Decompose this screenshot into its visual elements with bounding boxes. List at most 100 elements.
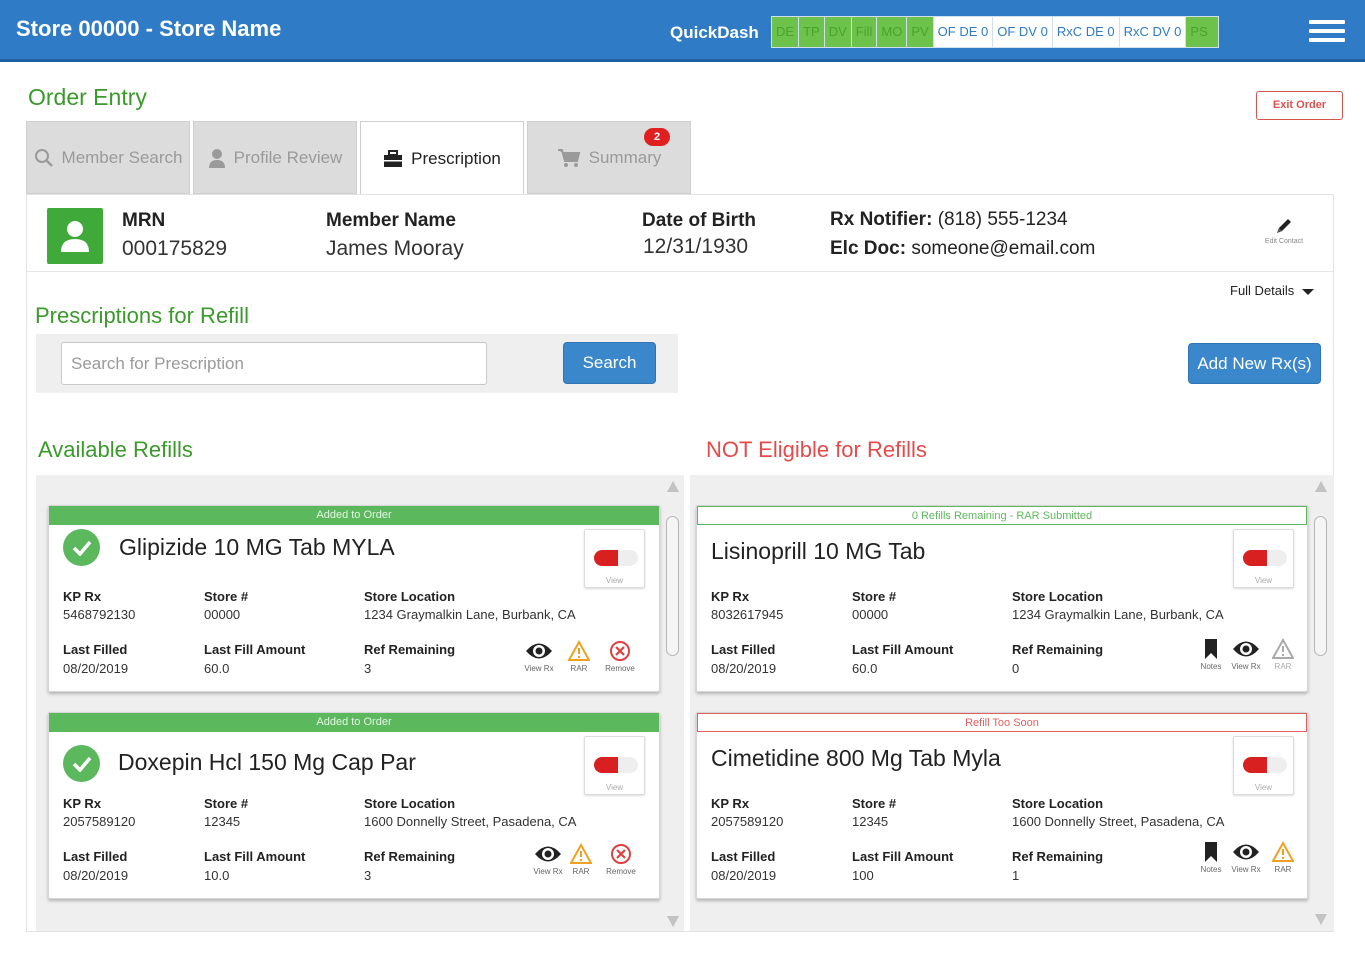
bookmark-icon (1205, 639, 1217, 659)
available-refill-card: Added to Order Glipizide 10 MG Tab MYLA … (48, 505, 660, 692)
view-rx-image-button[interactable]: View (584, 529, 645, 588)
view-rx-button[interactable]: View Rx (1228, 638, 1264, 671)
kp-rx-value: 8032617945 (711, 607, 784, 622)
remove-button[interactable]: Remove (603, 843, 639, 876)
pill-icon (594, 550, 638, 566)
quickdash-cell-fill[interactable]: Fill (851, 17, 878, 47)
rx-notifier: Rx Notifier: (818) 555-1234 (830, 209, 1068, 231)
last-filled-label: Last Filled (711, 642, 776, 657)
quickdash-cell-of-de[interactable]: OF DE 0 (934, 17, 994, 47)
scrollbar-thumb[interactable] (666, 516, 679, 656)
warning-icon (1272, 841, 1294, 862)
ref-remaining-value: 3 (364, 661, 372, 676)
remove-button[interactable]: Remove (602, 640, 638, 673)
quickdash-cell-rxc-dv[interactable]: RxC DV 0 (1120, 17, 1187, 47)
quickdash-cell-tp[interactable]: TP (799, 17, 825, 47)
view-rx-button[interactable]: View Rx (530, 843, 566, 876)
quickdash-cell-mo[interactable]: MO (877, 17, 908, 47)
quickdash-cell-rxc-de[interactable]: RxC DE 0 (1053, 17, 1120, 47)
prescription-search-input[interactable] (61, 342, 487, 385)
last-fill-amount-value: 60.0 (852, 661, 878, 676)
caret-down-icon (1302, 288, 1315, 295)
add-new-rx-button[interactable]: Add New Rx(s) (1188, 343, 1321, 384)
search-icon (34, 148, 53, 167)
notes-button[interactable]: Notes (1199, 638, 1223, 671)
pill-icon (594, 757, 638, 773)
tab-label: Summary (588, 147, 662, 167)
dob-value: 12/31/1930 (643, 235, 749, 258)
checkmark-icon (63, 529, 100, 566)
rar-label: RAR (1274, 865, 1292, 874)
scroll-down-arrow[interactable] (667, 916, 679, 927)
view-rx-image-button[interactable]: View (584, 736, 645, 795)
tab-profile-review[interactable]: Profile Review (193, 121, 357, 194)
quickdash-cell-ps[interactable]: PS (1186, 17, 1219, 47)
member-name-label: Member Name (326, 210, 456, 231)
tab-prescription[interactable]: Prescription (360, 121, 524, 195)
kp-rx-label: KP Rx (63, 796, 102, 811)
quickdash-cell-of-dv[interactable]: OF DV 0 (993, 17, 1053, 47)
mrn-value: 000175829 (122, 237, 228, 260)
notes-button[interactable]: Notes (1199, 841, 1223, 874)
store-label: Store # (852, 589, 897, 604)
edit-contact-button[interactable]: Edit Contact (1258, 216, 1310, 245)
quickdash-cell-pv[interactable]: PV (907, 17, 934, 47)
checkmark-icon (63, 745, 100, 782)
view-rx-button[interactable]: View Rx (521, 640, 557, 673)
ref-remaining-label: Ref Remaining (364, 642, 456, 657)
kp-rx-label: KP Rx (711, 796, 750, 811)
avatar (47, 208, 103, 264)
edit-contact-label: Edit Contact (1264, 238, 1304, 245)
hamburger-icon[interactable] (1309, 20, 1345, 46)
ref-remaining-value: 1 (1012, 868, 1020, 883)
view-rx-image-button[interactable]: View (1233, 529, 1294, 588)
full-details-label: Full Details (1230, 283, 1295, 298)
view-label: View (605, 576, 624, 585)
ref-remaining-label: Ref Remaining (1012, 849, 1104, 864)
view-rx-image-button[interactable]: View (1233, 736, 1294, 795)
eye-icon (1233, 641, 1259, 657)
view-rx-label: View Rx (533, 867, 563, 876)
search-button[interactable]: Search (563, 342, 656, 384)
store-label: Store # (204, 796, 249, 811)
available-refill-card: Added to Order Doxepin Hcl 150 Mg Cap Pa… (48, 712, 660, 899)
full-details-toggle[interactable]: Full Details (1230, 283, 1315, 298)
summary-count-badge: 2 (644, 128, 670, 146)
rar-button[interactable]: RAR (1269, 841, 1297, 874)
rar-button[interactable]: RAR (1269, 638, 1297, 671)
store-location-label: Store Location (1012, 796, 1104, 811)
tab-member-search[interactable]: Member Search (26, 121, 190, 194)
store-value: 12345 (852, 814, 889, 829)
scroll-down-arrow[interactable] (1315, 914, 1327, 925)
view-rx-button[interactable]: View Rx (1228, 841, 1264, 874)
rx-notifier-label: Rx Notifier: (830, 209, 933, 230)
last-fill-amount-label: Last Fill Amount (852, 849, 954, 864)
store-value: 00000 (204, 607, 241, 622)
not-eligible-card: Refill Too Soon Cimetidine 800 Mg Tab My… (696, 712, 1308, 899)
rar-button[interactable]: RAR (567, 843, 595, 876)
scrollbar-thumb[interactable] (1314, 516, 1327, 656)
store-value: 00000 (852, 607, 889, 622)
notes-label: Notes (1200, 662, 1222, 671)
member-info-row (26, 194, 1334, 272)
eye-icon (1233, 844, 1259, 860)
kp-rx-label: KP Rx (711, 589, 750, 604)
tab-label: Prescription (411, 148, 501, 168)
remove-circle-icon (611, 844, 631, 864)
bookmark-icon (1205, 842, 1217, 862)
user-icon (61, 221, 89, 252)
ref-remaining-value: 0 (1012, 661, 1020, 676)
not-eligible-card: 0 Refills Remaining - RAR Submitted Lisi… (696, 505, 1308, 692)
scroll-up-arrow[interactable] (667, 481, 679, 492)
quickdash-cell-dv[interactable]: DV (824, 17, 852, 47)
elc-doc-value: someone@email.com (911, 238, 1096, 259)
rar-button[interactable]: RAR (565, 640, 593, 673)
view-rx-label: View Rx (1231, 865, 1261, 874)
store-location-label: Store Location (1012, 589, 1104, 604)
last-filled-value: 08/20/2019 (711, 661, 777, 676)
scroll-up-arrow[interactable] (1315, 481, 1327, 492)
exit-order-button[interactable]: Exit Order (1256, 91, 1343, 120)
quickdash-cell-de[interactable]: DE (772, 17, 800, 47)
warning-icon (568, 640, 590, 661)
last-fill-amount-label: Last Fill Amount (852, 642, 954, 657)
